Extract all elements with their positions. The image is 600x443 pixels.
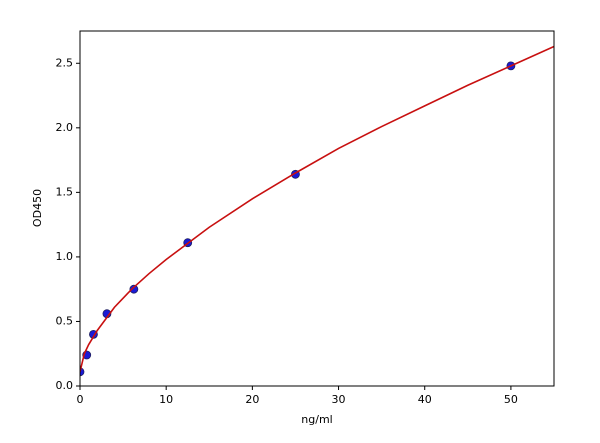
y-axis-label: OD450	[31, 189, 44, 227]
plot-area	[80, 45, 554, 377]
x-tick-label: 40	[418, 393, 432, 406]
y-tick-label: 2.5	[56, 56, 74, 69]
x-tick-label: 50	[504, 393, 518, 406]
x-tick-label: 20	[245, 393, 259, 406]
y-tick-label: 0.0	[56, 379, 74, 392]
data-point	[129, 284, 139, 294]
y-tick-label: 1.0	[56, 250, 74, 263]
x-tick-label: 10	[159, 393, 173, 406]
fit-curve	[80, 45, 554, 372]
x-axis-label: ng/ml	[301, 413, 332, 426]
y-tick-label: 0.5	[56, 314, 74, 327]
plot-frame	[79, 30, 555, 387]
x-tick-label: 0	[77, 393, 84, 406]
y-tick-label: 1.5	[56, 185, 74, 198]
y-tick-label: 2.0	[56, 121, 74, 134]
x-tick-label: 30	[332, 393, 346, 406]
